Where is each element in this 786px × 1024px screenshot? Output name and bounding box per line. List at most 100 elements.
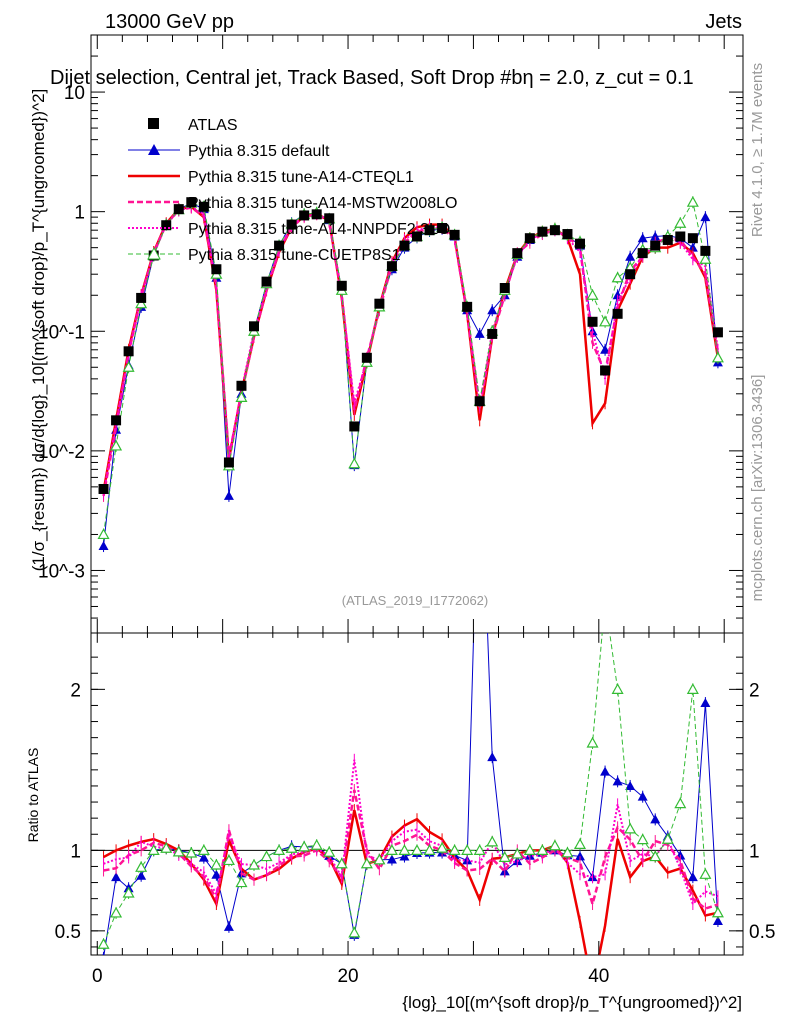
series-1-point-44: [650, 231, 661, 241]
atlas-point-17: [311, 209, 322, 220]
x-tick-label-0: 0: [92, 966, 103, 987]
atlas-point-41: [612, 308, 623, 319]
legend-marker-5: [147, 246, 161, 260]
series-1-ratio-point-48: [700, 698, 711, 708]
legend-label-2: Pythia 8.315 tune-A14-CTEQL1: [188, 169, 414, 186]
series-5-ratio-point-35: [536, 844, 549, 855]
series-5-ratio-point-18: [323, 845, 336, 857]
atlas-point-20: [349, 421, 360, 432]
legend-marker-1: [148, 144, 160, 155]
series-1-point-48: [700, 212, 711, 222]
series-5-point-20: [348, 457, 361, 469]
series-5-point-48: [699, 253, 712, 264]
series-5-ratio-point-10: [222, 854, 235, 866]
ratio-line-3: [103, 789, 719, 910]
series-1-ratio-point-49: [712, 915, 723, 925]
series-line-2: [102, 205, 720, 492]
atlas-point-34: [524, 233, 535, 244]
atlas-point-5: [161, 220, 172, 231]
series-5-ratio-point-22: [373, 853, 386, 865]
atlas-point-39: [587, 316, 598, 327]
series-5-point-0: [97, 528, 110, 540]
series-5-point-11: [235, 391, 248, 402]
atlas-point-15: [286, 219, 297, 230]
series-5-ratio-point-16: [298, 840, 311, 852]
series-5-ratio-point-17: [310, 839, 323, 850]
series-5-ratio-point-5: [160, 842, 173, 853]
series-5-ratio-point-4: [147, 844, 160, 855]
series-5-ratio-point-47: [686, 683, 699, 694]
ratio-tick-label-left-1: 1: [70, 841, 81, 862]
atlas-point-32: [499, 283, 510, 294]
series-5-ratio-point-45: [661, 833, 674, 844]
series-5-ratio-point-9: [210, 858, 223, 870]
series-5-ratio-point-42: [624, 822, 637, 834]
header-left: 13000 GeV pp: [105, 11, 234, 33]
legend: ATLAS Pythia 8.315 default Pythia 8.315 tu…: [128, 117, 457, 264]
series-5-point-46: [674, 217, 687, 228]
series-1-ratio-point-41: [612, 776, 623, 786]
series-5-point-3: [135, 297, 148, 309]
ratio-tick-label-right-0: 0.5: [749, 922, 775, 943]
series-1-ratio-point-42: [625, 780, 636, 790]
series-1-ratio-point-9: [211, 869, 222, 879]
series-5-ratio-point-40: [600, 595, 610, 604]
series-5-point-49: [711, 351, 724, 363]
series-5-ratio-point-39: [586, 736, 599, 748]
series-5-ratio-point-49: [711, 906, 724, 918]
ratio-tick-label-right-1: 1: [749, 841, 760, 862]
atlas-point-43: [637, 248, 648, 259]
series-1-point-30: [474, 328, 485, 338]
series-5-ratio-point-38: [573, 838, 587, 849]
series-1-ratio-point-10: [223, 921, 234, 931]
ratio-tick-label-left-0: 0.5: [55, 922, 81, 943]
series-5-ratio-point-30: [473, 844, 486, 855]
series-1-point-40: [600, 344, 611, 354]
atlas-point-28: [449, 229, 460, 240]
atlas-point-33: [512, 248, 523, 259]
atlas-point-9: [211, 264, 222, 275]
atlas-point-18: [324, 213, 335, 224]
atlas-point-23: [386, 261, 397, 272]
series-1-point-0: [98, 541, 109, 551]
series-line-4: [102, 205, 719, 494]
legend-label-4: Pythia 8.315 tune-A14-NNPDF2.3LO: [188, 221, 450, 238]
atlas-point-24: [399, 240, 410, 251]
ratio-line-4: [103, 759, 719, 906]
ratio-plot-layer: [91, 595, 743, 955]
series-1-ratio-point-40: [600, 766, 611, 776]
atlas-point-45: [662, 234, 673, 245]
atlas-point-26: [424, 225, 435, 236]
series-5-ratio-point-23: [385, 844, 398, 855]
atlas-point-31: [487, 328, 498, 339]
series-5-ratio-point-27: [436, 841, 449, 853]
series-5-ratio-point-15: [285, 842, 298, 853]
series-5-ratio-point-20: [348, 926, 361, 938]
atlas-point-21: [361, 352, 372, 363]
atlas-point-44: [650, 240, 661, 251]
series-5-point-41: [611, 271, 624, 283]
series-5-ratio-point-13: [260, 850, 273, 862]
atlas-point-7: [186, 197, 197, 208]
series-5-ratio-point-24: [398, 844, 411, 855]
series-5-ratio-point-32: [498, 851, 511, 862]
atlas-point-38: [575, 238, 585, 249]
atlas-point-25: [412, 231, 422, 242]
series-5-ratio-point-2: [122, 886, 135, 898]
atlas-point-11: [236, 380, 247, 391]
y-tick-label-4: 10: [64, 83, 85, 104]
atlas-point-8: [198, 201, 209, 212]
series-5-ratio-point-6: [172, 845, 185, 857]
atlas-point-40: [600, 365, 611, 376]
atlas-point-42: [625, 269, 636, 280]
legend-label-1: Pythia 8.315 default: [188, 143, 330, 160]
series-5-ratio-point-44: [649, 850, 662, 862]
series-5-ratio-point-7: [185, 846, 198, 858]
atlas-point-6: [173, 204, 184, 215]
header-right: Jets: [705, 11, 742, 33]
x-tick-label-2: 40: [588, 966, 609, 987]
series-1-point-10: [223, 490, 234, 500]
atlas-point-1: [111, 415, 122, 426]
series-1-ratio-point-31: [487, 752, 498, 762]
